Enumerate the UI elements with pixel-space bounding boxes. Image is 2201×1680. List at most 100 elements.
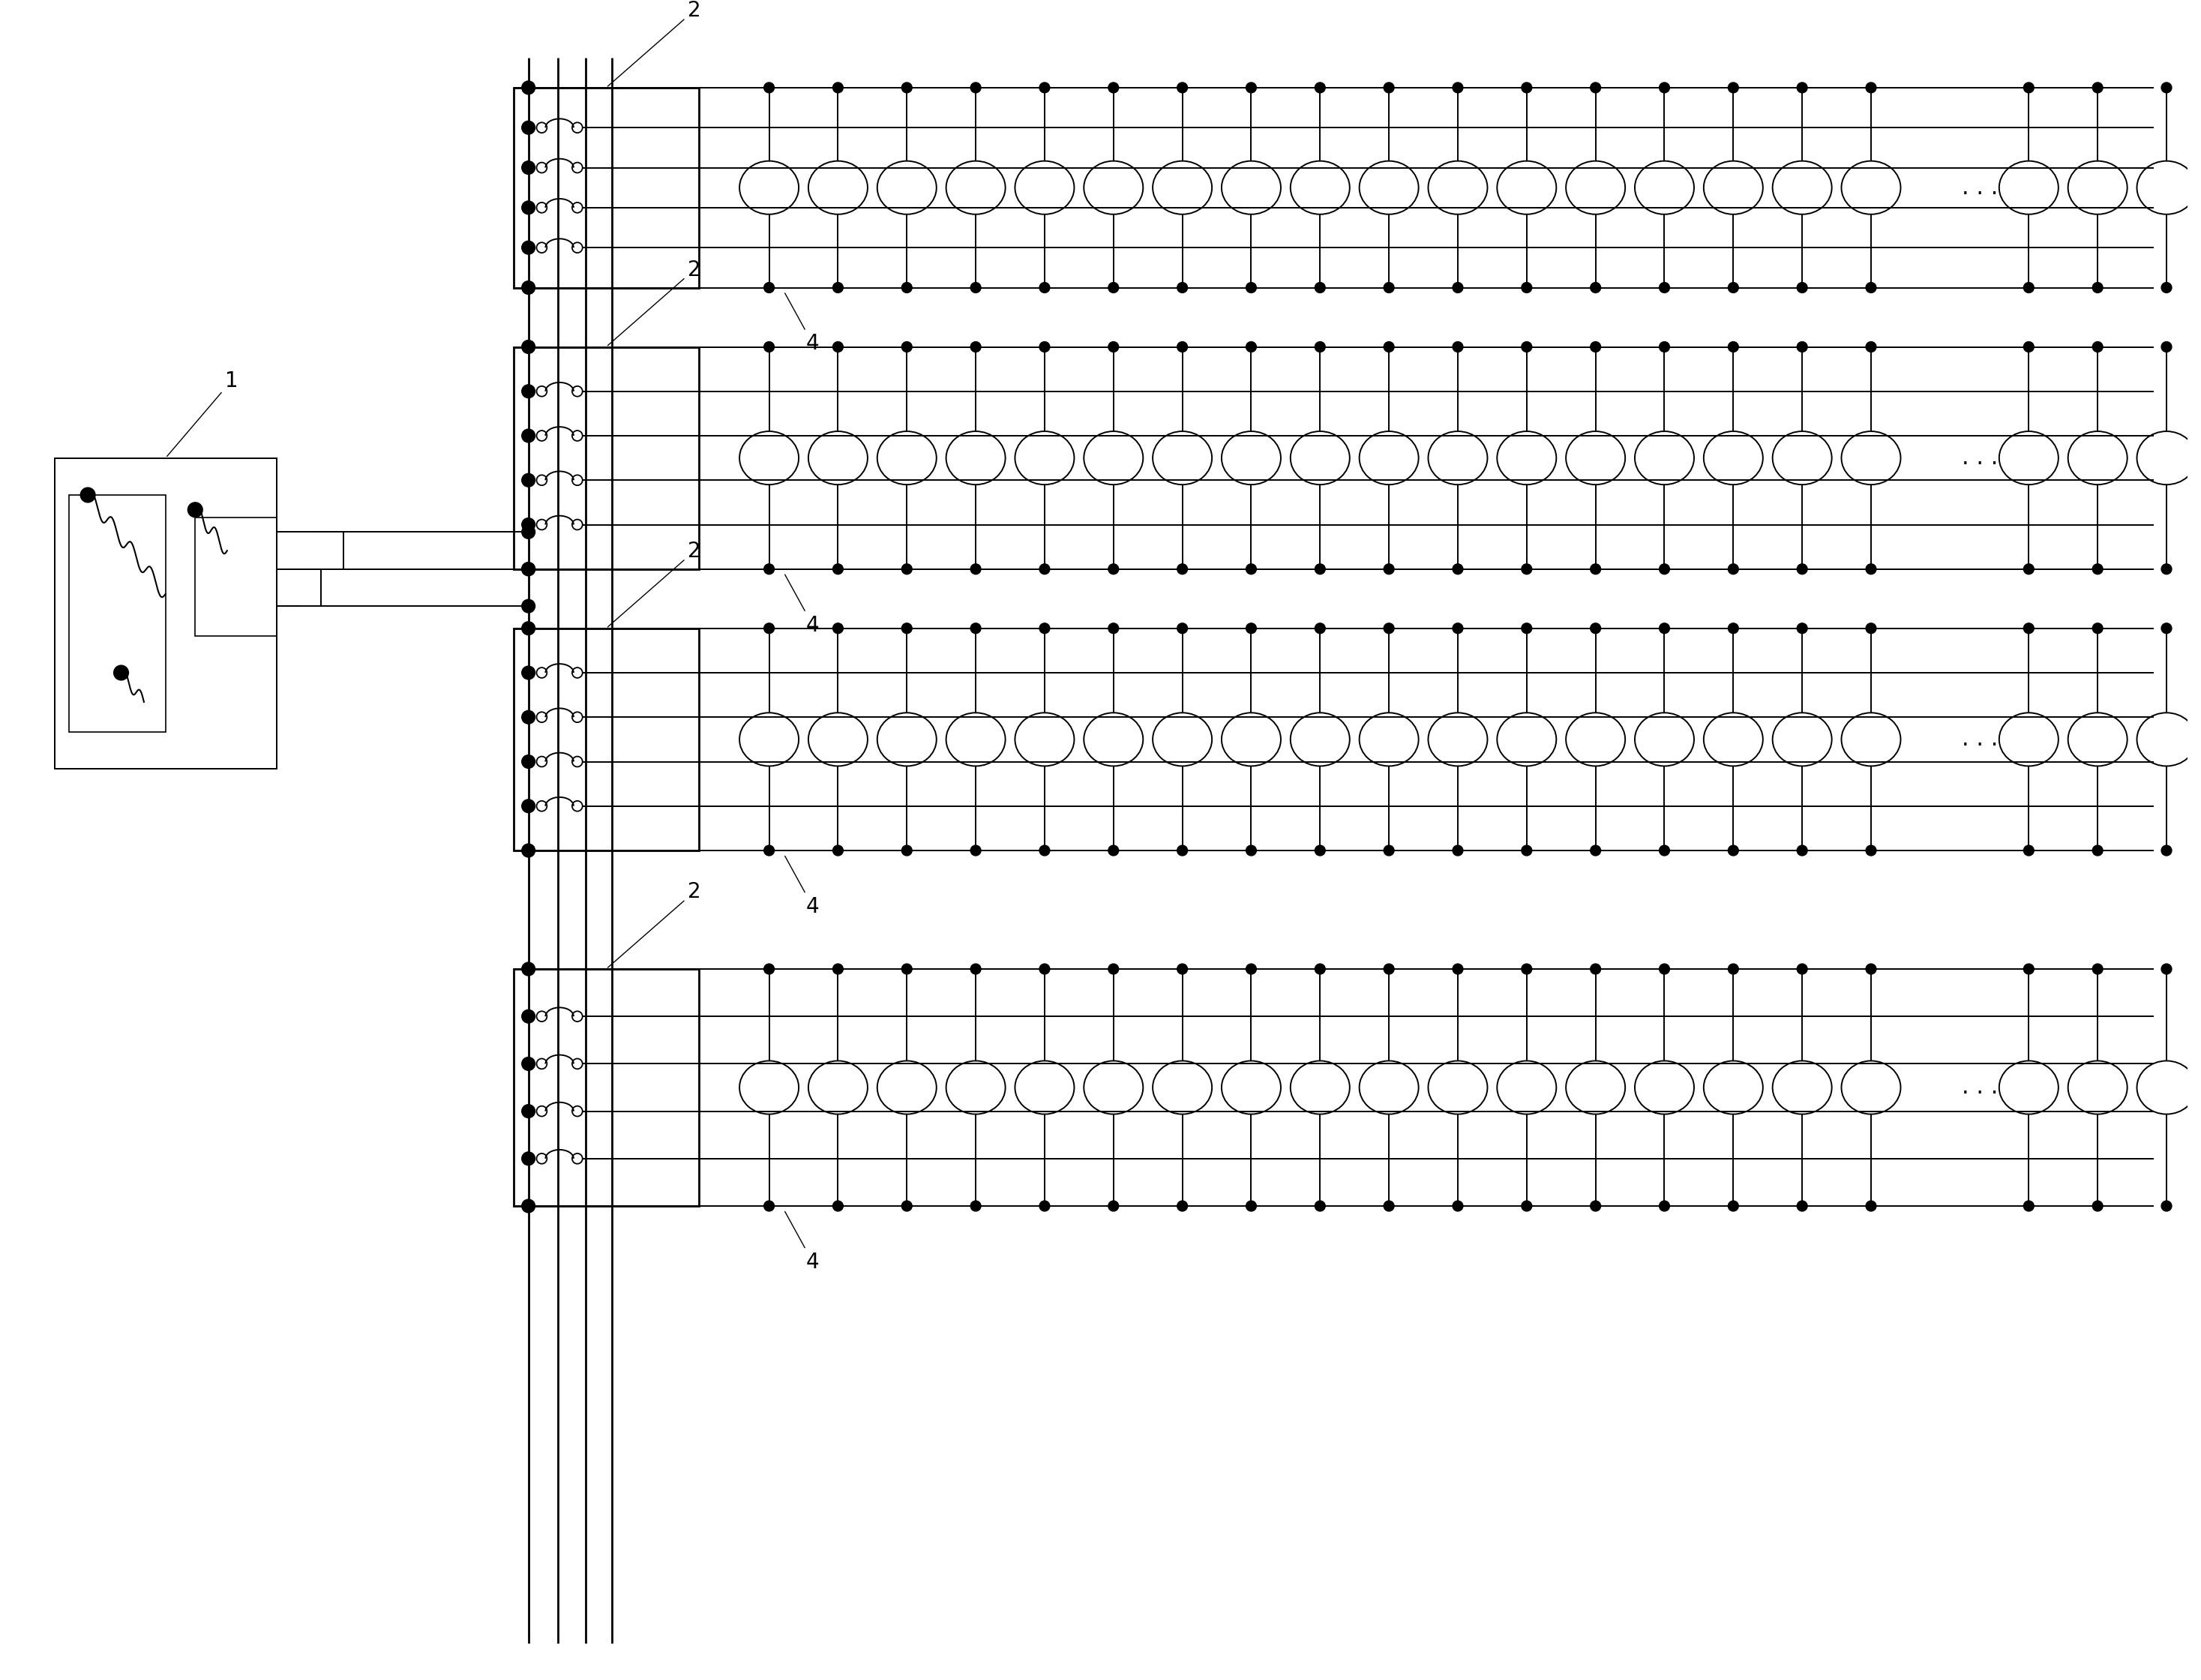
- Circle shape: [1109, 623, 1118, 633]
- Text: . . .: . . .: [1961, 447, 1999, 469]
- Circle shape: [2023, 964, 2034, 974]
- Circle shape: [1246, 282, 1257, 292]
- Circle shape: [1796, 341, 1807, 353]
- Circle shape: [2023, 564, 2034, 575]
- Circle shape: [1660, 845, 1671, 855]
- Circle shape: [971, 564, 982, 575]
- Circle shape: [2161, 845, 2172, 855]
- Text: 2: 2: [607, 259, 700, 346]
- Circle shape: [1178, 964, 1189, 974]
- Circle shape: [1109, 82, 1118, 92]
- Circle shape: [1728, 1201, 1739, 1211]
- Circle shape: [1246, 623, 1257, 633]
- Circle shape: [764, 964, 775, 974]
- Circle shape: [902, 564, 911, 575]
- Text: 2: 2: [607, 541, 700, 627]
- Circle shape: [971, 845, 982, 855]
- Circle shape: [1246, 564, 1257, 575]
- Circle shape: [1314, 341, 1325, 353]
- Circle shape: [522, 1104, 535, 1117]
- Text: 4: 4: [786, 857, 819, 917]
- Circle shape: [832, 964, 843, 974]
- Circle shape: [1660, 341, 1671, 353]
- Circle shape: [522, 665, 535, 679]
- Circle shape: [1039, 564, 1050, 575]
- Circle shape: [522, 711, 535, 724]
- Circle shape: [1453, 82, 1464, 92]
- Circle shape: [2093, 623, 2102, 633]
- Circle shape: [1384, 1201, 1393, 1211]
- Circle shape: [1728, 845, 1739, 855]
- Circle shape: [1796, 1201, 1807, 1211]
- Circle shape: [2023, 623, 2034, 633]
- Circle shape: [1866, 964, 1875, 974]
- Circle shape: [522, 526, 535, 539]
- Circle shape: [1384, 623, 1393, 633]
- Circle shape: [1178, 623, 1189, 633]
- Circle shape: [1521, 845, 1532, 855]
- Circle shape: [1246, 341, 1257, 353]
- Circle shape: [832, 564, 843, 575]
- Circle shape: [1591, 964, 1600, 974]
- Circle shape: [522, 240, 535, 254]
- Circle shape: [1728, 341, 1739, 353]
- Circle shape: [1314, 1201, 1325, 1211]
- Circle shape: [114, 665, 128, 680]
- Circle shape: [522, 563, 535, 576]
- Text: . . .: . . .: [1961, 176, 1999, 198]
- Circle shape: [971, 282, 982, 292]
- Circle shape: [1039, 623, 1050, 633]
- Circle shape: [971, 1201, 982, 1211]
- Circle shape: [2023, 1201, 2034, 1211]
- Circle shape: [1866, 623, 1875, 633]
- Bar: [513, 346, 698, 570]
- Circle shape: [522, 517, 535, 531]
- Circle shape: [1178, 82, 1189, 92]
- Text: 4: 4: [786, 292, 819, 354]
- Circle shape: [2161, 623, 2172, 633]
- Circle shape: [1660, 964, 1671, 974]
- Circle shape: [1109, 341, 1118, 353]
- Circle shape: [1866, 82, 1875, 92]
- Circle shape: [832, 1201, 843, 1211]
- Bar: [513, 87, 698, 287]
- Circle shape: [1453, 341, 1464, 353]
- Circle shape: [1178, 1201, 1189, 1211]
- Circle shape: [832, 623, 843, 633]
- Circle shape: [971, 623, 982, 633]
- Circle shape: [902, 845, 911, 855]
- Circle shape: [1314, 82, 1325, 92]
- Circle shape: [971, 82, 982, 92]
- Circle shape: [764, 1201, 775, 1211]
- Text: 2: 2: [607, 0, 700, 86]
- Circle shape: [2161, 964, 2172, 974]
- Circle shape: [832, 282, 843, 292]
- Circle shape: [832, 341, 843, 353]
- Circle shape: [1246, 845, 1257, 855]
- Circle shape: [1384, 845, 1393, 855]
- Text: 4: 4: [786, 1211, 819, 1273]
- Circle shape: [1109, 964, 1118, 974]
- Circle shape: [1384, 82, 1393, 92]
- Circle shape: [2161, 82, 2172, 92]
- Circle shape: [2093, 964, 2102, 974]
- Circle shape: [764, 82, 775, 92]
- Circle shape: [2093, 82, 2102, 92]
- Circle shape: [832, 82, 843, 92]
- Circle shape: [1591, 341, 1600, 353]
- Text: 2: 2: [607, 882, 700, 968]
- Circle shape: [1384, 964, 1393, 974]
- Circle shape: [1109, 564, 1118, 575]
- Circle shape: [1591, 1201, 1600, 1211]
- Circle shape: [2023, 282, 2034, 292]
- Circle shape: [971, 964, 982, 974]
- Bar: [196, 517, 277, 635]
- Circle shape: [522, 1010, 535, 1023]
- Circle shape: [1796, 845, 1807, 855]
- Circle shape: [1521, 964, 1532, 974]
- Circle shape: [1178, 282, 1189, 292]
- Circle shape: [1246, 82, 1257, 92]
- Circle shape: [522, 600, 535, 613]
- Circle shape: [1453, 964, 1464, 974]
- Circle shape: [522, 1200, 535, 1213]
